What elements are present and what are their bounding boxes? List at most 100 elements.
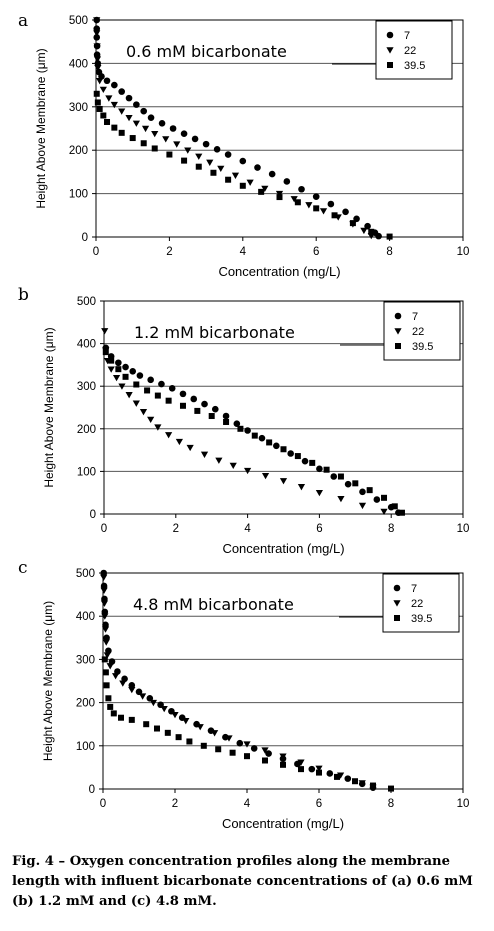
data-point	[215, 746, 222, 753]
data-point	[200, 451, 209, 458]
x-tick-label: 6	[313, 246, 319, 258]
legend-marker-square	[394, 615, 400, 621]
data-point	[103, 682, 110, 689]
data-point	[190, 395, 198, 403]
x-tick-label: 2	[173, 523, 179, 535]
data-point	[110, 101, 118, 109]
data-point	[261, 472, 270, 480]
legend-box	[382, 573, 460, 633]
data-point	[107, 366, 115, 373]
y-tick-label: 0	[90, 509, 96, 521]
series-39-5	[101, 656, 394, 792]
data-point	[275, 190, 284, 198]
data-point	[217, 165, 225, 173]
data-point	[165, 397, 172, 404]
data-point	[210, 169, 217, 176]
legend: 7 22 39.5	[375, 20, 453, 80]
x-tick-label: 10	[457, 246, 470, 258]
data-point	[140, 107, 148, 115]
data-point	[261, 185, 269, 192]
data-point	[316, 769, 322, 776]
data-point	[158, 380, 165, 388]
series-39-5	[102, 349, 405, 516]
data-point	[140, 140, 147, 147]
data-point	[94, 99, 101, 106]
data-point	[246, 179, 254, 186]
data-point	[154, 725, 160, 732]
data-point	[243, 741, 251, 748]
data-point	[196, 724, 204, 731]
data-point	[283, 178, 291, 185]
y-tick-label: 200	[77, 424, 96, 436]
data-point	[122, 373, 129, 380]
data-point	[112, 374, 121, 382]
plot-frame	[95, 19, 464, 238]
data-point	[151, 145, 158, 152]
data-point	[229, 749, 236, 756]
legend-marker-triangle	[393, 600, 401, 607]
data-point	[103, 652, 111, 659]
y-tick-label: 500	[76, 568, 95, 580]
data-point	[141, 125, 150, 133]
data-point	[236, 739, 244, 747]
x-tick-label: 10	[457, 523, 470, 535]
data-point	[136, 372, 144, 379]
data-point	[239, 157, 247, 165]
data-point	[250, 745, 258, 752]
data-point	[195, 163, 202, 170]
data-point	[224, 151, 232, 158]
data-point	[337, 495, 345, 503]
data-point	[182, 718, 190, 725]
annotation-label: 4.8 mM bicarbonate	[133, 595, 294, 614]
x-tick-label: 0	[101, 523, 107, 535]
data-point	[273, 442, 280, 450]
data-point	[375, 232, 382, 240]
data-point	[101, 656, 108, 663]
data-point	[330, 473, 338, 480]
data-point	[101, 328, 109, 335]
data-point	[118, 88, 125, 95]
data-point	[287, 450, 294, 457]
data-point	[158, 119, 166, 127]
data-point	[309, 459, 316, 466]
data-point	[125, 392, 133, 399]
data-point	[115, 359, 122, 367]
x-tick-label: 6	[316, 523, 322, 535]
data-point	[352, 480, 359, 487]
legend-marker-square	[387, 62, 393, 68]
data-point	[239, 182, 246, 189]
series-39-5	[93, 90, 393, 240]
data-point	[139, 409, 148, 416]
data-point	[258, 434, 266, 442]
legend-label: 22	[412, 326, 424, 338]
data-point	[125, 114, 133, 122]
data-point	[129, 135, 136, 142]
data-point	[373, 496, 381, 503]
x-tick-label: 4	[240, 246, 247, 258]
y-tick-label: 200	[69, 145, 88, 157]
data-point	[298, 766, 304, 773]
data-point	[194, 407, 201, 414]
plot-frame	[102, 572, 464, 790]
data-point	[118, 108, 126, 115]
x-axis-title: Concentration (mg/L)	[218, 264, 340, 279]
data-point	[139, 693, 147, 700]
data-point	[115, 366, 122, 373]
data-point	[175, 734, 182, 741]
data-point	[315, 490, 323, 497]
y-tick-label: 0	[82, 232, 88, 244]
data-point	[144, 387, 151, 394]
data-point	[164, 729, 171, 736]
caption-label: Fig. 4	[12, 854, 54, 869]
legend-label: 39.5	[411, 613, 432, 625]
data-point	[211, 730, 219, 737]
x-tick-label: 8	[388, 523, 394, 535]
data-point	[105, 95, 113, 102]
y-tick-label: 100	[69, 189, 88, 201]
data-point	[344, 480, 352, 488]
panel-label: a	[18, 11, 28, 31]
data-point	[108, 357, 115, 364]
data-point	[93, 34, 101, 41]
data-point	[319, 208, 328, 215]
